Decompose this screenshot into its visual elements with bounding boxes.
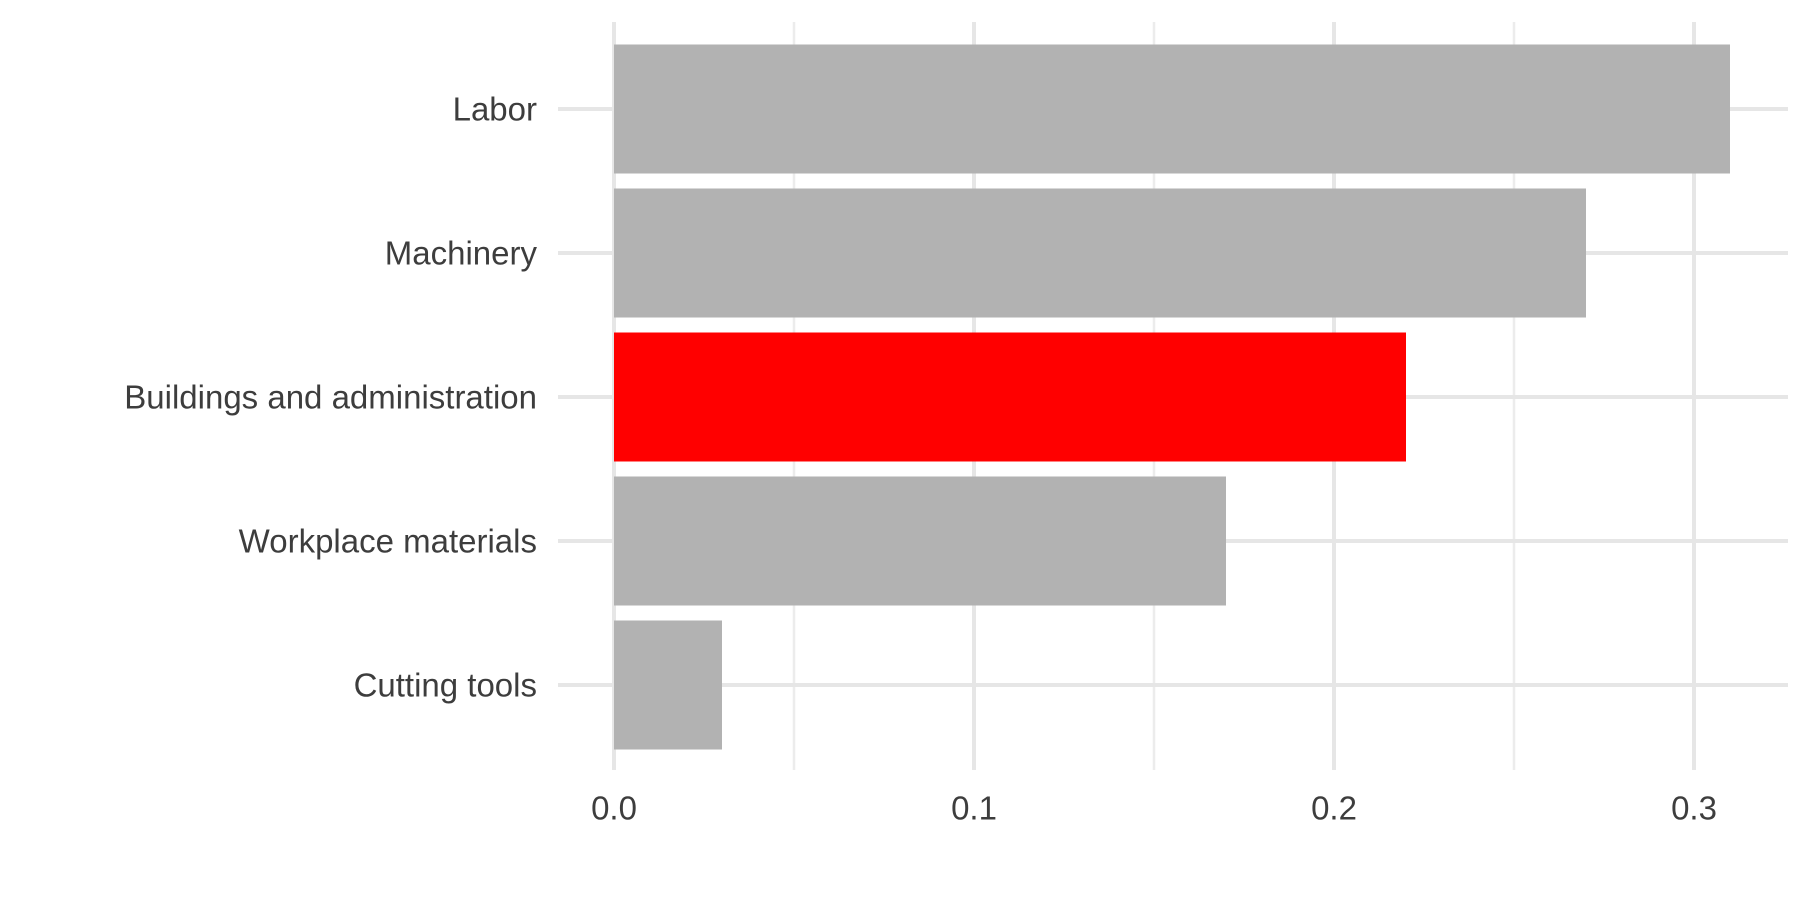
bar-cutting-tools [614,620,722,750]
x-tick-label: 0.0 [591,790,637,827]
y-tick-label: Workplace materials [239,523,537,560]
bar-workplace-materials [614,476,1226,606]
y-tick-label: Cutting tools [354,667,537,704]
y-tick-label: Buildings and administration [124,379,537,416]
x-tick-label: 0.2 [1311,790,1357,827]
x-tick-label: 0.3 [1671,790,1717,827]
y-tick-label: Labor [453,91,537,128]
bar-labor [614,44,1730,174]
bar-buildings-and-administration [614,332,1406,462]
bars [614,44,1730,750]
x-tick-label: 0.1 [951,790,997,827]
axis-labels: Labor Machinery Buildings and administrati… [124,91,1717,827]
bar-machinery [614,188,1586,318]
y-tick-label: Machinery [385,235,538,272]
